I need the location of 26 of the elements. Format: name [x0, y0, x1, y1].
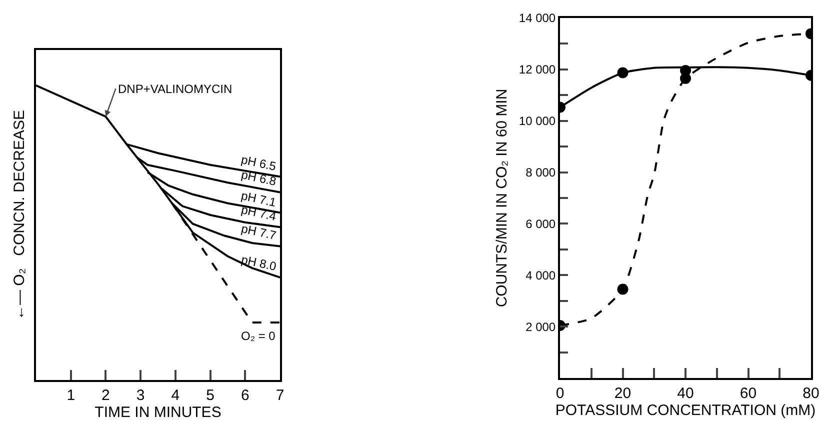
x-tick-label: 4 [171, 387, 180, 404]
y-tick-label: 12 000 [518, 62, 556, 77]
x-tick-label: 40 [677, 385, 694, 402]
x-tick-label: 20 [614, 385, 632, 402]
x-tick-label: 2 [102, 387, 110, 404]
y-tick-label: 8 000 [526, 165, 556, 180]
x-tick-label: 60 [740, 385, 757, 402]
y-tick-label: 4 000 [526, 268, 556, 282]
x-axis-title: TIME IN MINUTES [94, 404, 222, 421]
x-tick-label: 7 [276, 387, 284, 404]
x-axis-title: POTASSIUM CONCENTRATION (mM) [555, 402, 816, 419]
x-tick-label: 5 [206, 387, 214, 404]
x-tick-label: 80 [802, 385, 820, 402]
y-axis-title: ←— O₂ CONCN. DECREASE [10, 110, 28, 320]
y-tick-label: 14 000 [518, 11, 556, 26]
annotation: DNP+VALINOMYCIN [118, 82, 232, 96]
x-tick-label: 0 [556, 385, 564, 402]
x-tick-label: 1 [66, 387, 76, 404]
x-tick-label: 3 [136, 387, 145, 404]
y-tick-label: 10 000 [518, 114, 556, 128]
text: pH 7.7 [240, 222, 278, 243]
y-tick-label: 2 000 [526, 320, 556, 334]
x-tick-label: 6 [240, 387, 250, 404]
y-axis-title: COUNTS/MIN IN CO₂ IN 60 MIN [494, 88, 511, 308]
annotation: O₂ = 0 [241, 329, 276, 343]
y-tick-label: 6 000 [526, 216, 556, 231]
